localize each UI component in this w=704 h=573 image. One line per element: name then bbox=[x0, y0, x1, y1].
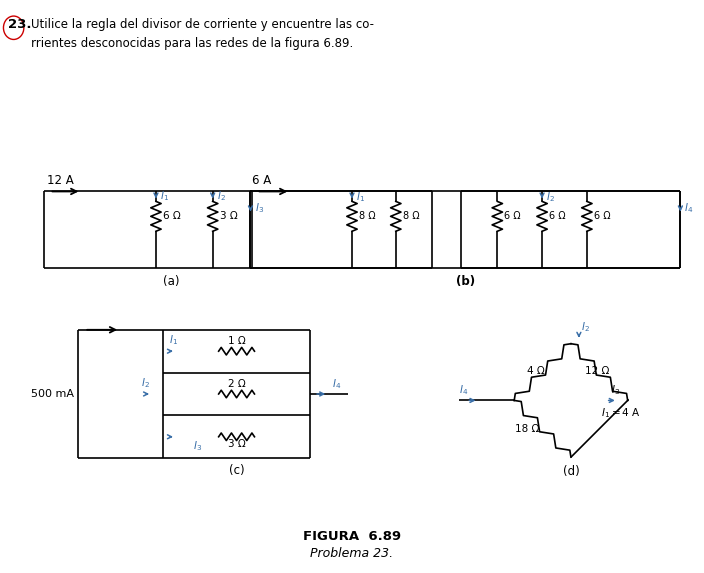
Text: 6 Ω: 6 Ω bbox=[549, 211, 566, 221]
Text: 12 Ω: 12 Ω bbox=[585, 366, 609, 375]
Text: 23.: 23. bbox=[8, 18, 31, 32]
Text: $I_1 = 4$ A: $I_1 = 4$ A bbox=[601, 406, 641, 420]
Text: rrientes desconocidas para las redes de la figura 6.89.: rrientes desconocidas para las redes de … bbox=[30, 37, 353, 50]
Text: $I_4$: $I_4$ bbox=[332, 377, 341, 391]
Text: $I_2$: $I_2$ bbox=[581, 320, 590, 333]
Text: 1 Ω: 1 Ω bbox=[227, 336, 246, 346]
Text: 3 Ω: 3 Ω bbox=[227, 439, 246, 449]
Text: $I_3$: $I_3$ bbox=[611, 383, 620, 397]
Text: $I_1$: $I_1$ bbox=[169, 333, 178, 347]
Text: Problema 23.: Problema 23. bbox=[310, 547, 394, 560]
Text: $I_2$: $I_2$ bbox=[546, 190, 555, 204]
Text: FIGURA  6.89: FIGURA 6.89 bbox=[303, 530, 401, 543]
Text: $I_4$: $I_4$ bbox=[684, 201, 693, 215]
Text: $I_2$: $I_2$ bbox=[141, 376, 150, 390]
Text: $I_3$: $I_3$ bbox=[193, 439, 202, 453]
Text: 6 Ω: 6 Ω bbox=[593, 211, 610, 221]
Text: (c): (c) bbox=[229, 464, 244, 477]
Text: $I_2$: $I_2$ bbox=[217, 190, 225, 203]
Text: $I_3$: $I_3$ bbox=[256, 201, 265, 215]
Text: 18 Ω: 18 Ω bbox=[515, 424, 539, 434]
Text: (b): (b) bbox=[456, 275, 475, 288]
Text: 500 mA: 500 mA bbox=[32, 389, 75, 399]
Text: (d): (d) bbox=[562, 465, 579, 478]
Text: 6 Ω: 6 Ω bbox=[504, 211, 521, 221]
Text: 6 Ω: 6 Ω bbox=[163, 211, 181, 221]
Text: 3 Ω: 3 Ω bbox=[220, 211, 237, 221]
Text: 12 A: 12 A bbox=[47, 175, 74, 187]
Text: (a): (a) bbox=[163, 275, 179, 288]
Text: $I_1$: $I_1$ bbox=[160, 190, 169, 203]
Text: 6 A: 6 A bbox=[253, 175, 272, 187]
Text: 8 Ω: 8 Ω bbox=[403, 211, 420, 221]
Text: 8 Ω: 8 Ω bbox=[359, 211, 376, 221]
Text: 4 Ω: 4 Ω bbox=[527, 366, 545, 375]
Text: Utilice la regla del divisor de corriente y encuentre las co-: Utilice la regla del divisor de corrient… bbox=[30, 18, 374, 32]
Text: $I_1$: $I_1$ bbox=[356, 190, 365, 204]
Text: $I_4$: $I_4$ bbox=[460, 383, 469, 397]
Text: 2 Ω: 2 Ω bbox=[227, 379, 246, 389]
